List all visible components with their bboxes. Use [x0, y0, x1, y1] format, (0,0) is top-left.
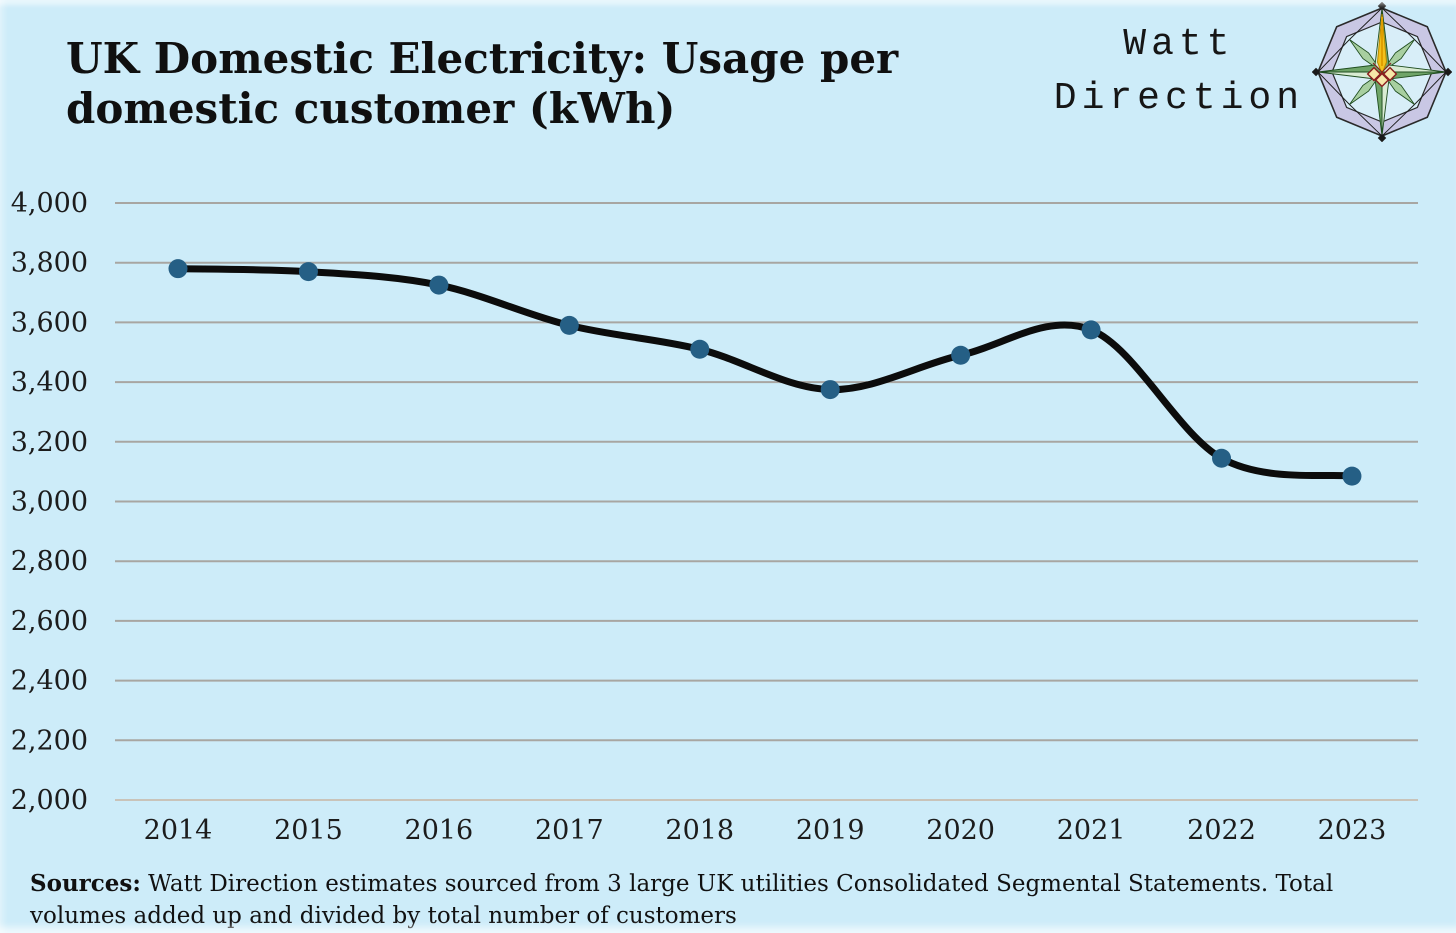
y-tick-label: 4,000	[11, 188, 88, 219]
y-tick-label: 3,600	[11, 307, 88, 338]
x-tick-label: 2015	[274, 815, 343, 846]
brand-name: Watt Direction	[1054, 18, 1304, 126]
data-point	[1081, 320, 1101, 340]
source-text: Watt Direction estimates sourced from 3 …	[30, 871, 1334, 930]
y-tick-label: 3,000	[11, 487, 88, 518]
source-label: Sources:	[30, 870, 141, 897]
y-tick-label: 3,400	[11, 367, 88, 398]
data-point	[951, 345, 971, 365]
trend-line	[174, 265, 1356, 480]
brand-name-line1: Watt	[1123, 23, 1235, 66]
y-tick-label: 2,600	[11, 606, 88, 637]
x-tick-label: 2016	[405, 815, 474, 846]
x-tick-label: 2020	[926, 815, 995, 846]
source-note: Sources: Watt Direction estimates source…	[30, 868, 1432, 932]
x-tick-label: 2021	[1057, 815, 1126, 846]
y-tick-label: 2,400	[11, 666, 88, 697]
data-point	[298, 262, 318, 282]
y-tick-label: 2,800	[11, 546, 88, 577]
data-point	[1212, 448, 1232, 468]
brand-name-line2: Direction	[1053, 76, 1304, 120]
page-title: UK Domestic Electricity: Usage per domes…	[66, 34, 899, 134]
y-tick-label: 2,200	[11, 725, 88, 756]
x-tick-label: 2014	[144, 815, 213, 846]
x-tick-label: 2022	[1187, 815, 1256, 846]
data-point	[1342, 466, 1362, 486]
x-tick-label: 2023	[1318, 815, 1387, 846]
data-point	[559, 315, 579, 335]
y-tick-label: 2,000	[11, 785, 88, 816]
data-point	[690, 339, 710, 359]
data-point	[168, 259, 188, 279]
data-point	[429, 275, 449, 295]
y-tick-label: 3,200	[11, 427, 88, 458]
data-point	[820, 380, 840, 400]
x-tick-label: 2017	[535, 815, 604, 846]
x-tick-label: 2019	[796, 815, 865, 846]
x-tick-label: 2018	[665, 815, 734, 846]
compass-rose-icon	[1312, 2, 1452, 142]
y-tick-label: 3,800	[11, 248, 88, 279]
